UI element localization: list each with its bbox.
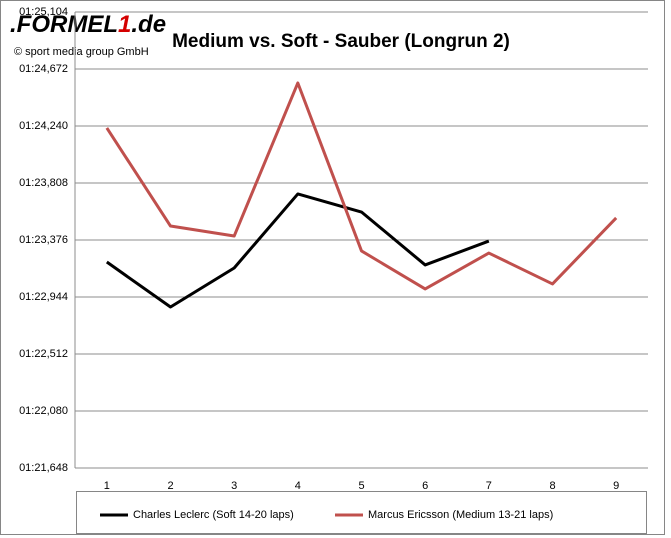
legend-box bbox=[76, 491, 647, 534]
y-tick-label: 01:25,104 bbox=[19, 6, 68, 18]
y-tick-label: 01:22,080 bbox=[19, 405, 68, 417]
chart-title: Medium vs. Soft - Sauber (Longrun 2) bbox=[172, 31, 510, 52]
y-tick-label: 01:22,944 bbox=[19, 291, 68, 303]
logo-part: .FORMEL bbox=[10, 11, 118, 38]
logo: .FORMEL1.de bbox=[10, 11, 166, 38]
y-tick-label: 01:24,672 bbox=[19, 63, 68, 75]
y-tick-label: 01:21,648 bbox=[19, 462, 68, 474]
logo-part: .de bbox=[131, 11, 166, 38]
y-tick-label: 01:22,512 bbox=[19, 348, 68, 360]
x-tick-label: 3 bbox=[231, 480, 237, 492]
logo-part: 1 bbox=[118, 11, 131, 38]
x-tick-label: 4 bbox=[295, 480, 301, 492]
y-tick-label: 01:23,376 bbox=[19, 234, 68, 246]
legend-label: Marcus Ericsson (Medium 13-21 laps) bbox=[368, 509, 553, 521]
y-tick-label: 01:23,808 bbox=[19, 177, 68, 189]
x-tick-label: 8 bbox=[549, 480, 555, 492]
x-tick-label: 5 bbox=[358, 480, 364, 492]
x-tick-label: 9 bbox=[613, 480, 619, 492]
x-tick-label: 6 bbox=[422, 480, 428, 492]
legend-label: Charles Leclerc (Soft 14-20 laps) bbox=[133, 509, 294, 521]
x-tick-label: 7 bbox=[486, 480, 492, 492]
x-tick-label: 2 bbox=[167, 480, 173, 492]
series-line bbox=[105, 192, 490, 309]
y-tick-label: 01:24,240 bbox=[19, 120, 68, 132]
copyright: © sport media group GmbH bbox=[14, 46, 149, 58]
series-line bbox=[105, 81, 618, 291]
x-tick-label: 1 bbox=[104, 480, 110, 492]
